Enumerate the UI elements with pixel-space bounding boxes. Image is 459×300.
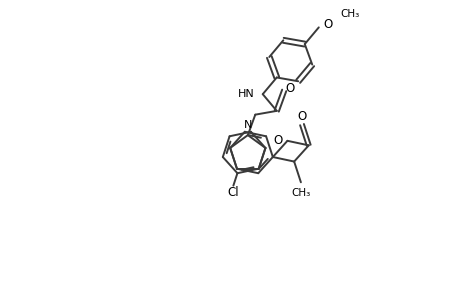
- Text: HN: HN: [238, 89, 254, 99]
- Text: O: O: [323, 18, 332, 31]
- Text: O: O: [273, 134, 282, 147]
- Text: CH₃: CH₃: [291, 188, 310, 198]
- Text: N: N: [243, 120, 252, 130]
- Text: O: O: [297, 110, 306, 123]
- Text: Cl: Cl: [227, 186, 239, 199]
- Text: O: O: [285, 82, 294, 95]
- Text: CH₃: CH₃: [340, 9, 359, 19]
